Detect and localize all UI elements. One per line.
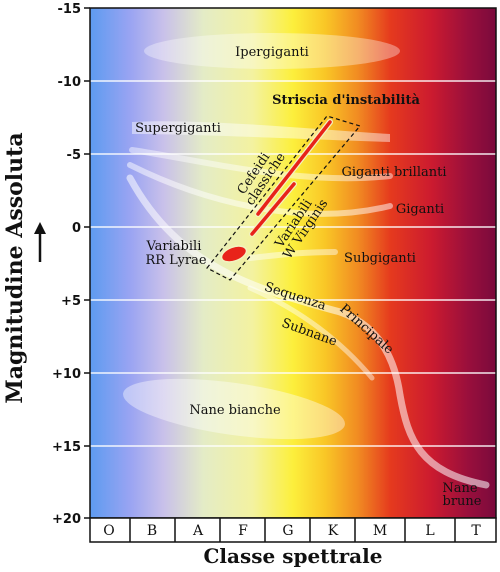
bright-giants-band xyxy=(129,147,393,182)
hypergiants-region xyxy=(144,33,400,69)
label-supergiants: Supergiganti xyxy=(135,121,221,136)
main-sequence-band xyxy=(126,174,490,489)
giants-band xyxy=(127,162,393,217)
y-tick-label: -5 xyxy=(67,148,81,163)
subdwarfs-band xyxy=(247,285,375,381)
class-label-b: B xyxy=(147,523,157,539)
class-label-g: G xyxy=(282,523,293,539)
y-tick-label: +10 xyxy=(52,367,81,382)
y-tick-label: +5 xyxy=(61,294,81,309)
label-hypergiants: Ipergiganti xyxy=(235,45,309,60)
class-label-m: M xyxy=(373,523,387,539)
label-white-dwarfs: Nane bianche xyxy=(189,403,281,418)
y-tick-label: +15 xyxy=(52,440,81,455)
y-axis-title: Magnitudine Assoluta xyxy=(2,132,28,403)
label-subgiants: Subgiganti xyxy=(344,251,416,266)
rr-lyrae-blob xyxy=(220,245,248,263)
class-axis-frame xyxy=(89,517,497,543)
subgiants-band xyxy=(247,249,338,261)
y-tick-label: -10 xyxy=(58,75,82,90)
label-bright-giants: Giganti brillanti xyxy=(341,165,446,180)
y-tick-label: 0 xyxy=(72,221,81,236)
label-giants: Giganti xyxy=(396,202,444,217)
class-dividers xyxy=(129,518,456,542)
y-axis xyxy=(84,7,90,519)
class-label-t: T xyxy=(471,523,481,539)
y-tick-label: +20 xyxy=(52,512,81,527)
class-label-a: A xyxy=(192,523,204,539)
supergiants-region xyxy=(132,121,390,142)
class-label-k: K xyxy=(328,523,339,539)
label-brown-dwarfs: Nane brune xyxy=(442,481,481,509)
x-axis-title: Classe spettrale xyxy=(204,544,383,568)
y-tick-label: -15 xyxy=(58,2,82,17)
instability-strip-box xyxy=(206,115,362,281)
up-arrow-icon xyxy=(34,222,46,262)
class-label-f: F xyxy=(238,523,248,539)
label-instability-strip: Striscia d'instabilità xyxy=(272,93,420,108)
spectrum-background xyxy=(90,8,496,518)
w-virginis-strip-core xyxy=(250,182,296,236)
label-rr-lyrae: Variabili RR Lyrae xyxy=(145,239,206,268)
class-label-o: O xyxy=(103,523,114,539)
class-label-l: L xyxy=(425,523,434,539)
white-dwarfs-region xyxy=(123,378,345,440)
cepheids-strip-core xyxy=(256,120,332,216)
